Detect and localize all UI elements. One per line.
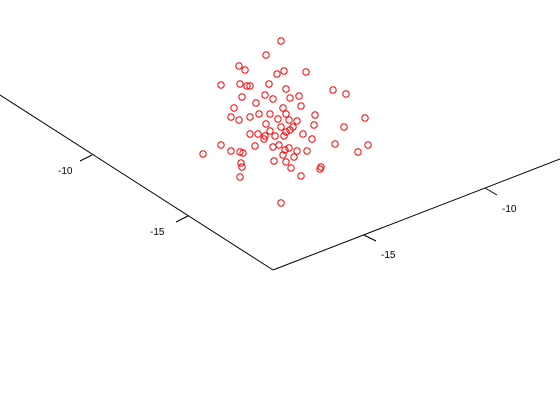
right-axis-tick-label: -10 — [502, 204, 517, 215]
data-point — [275, 141, 283, 149]
data-point — [262, 51, 270, 59]
data-point — [340, 123, 348, 131]
axes: -10 -15 -15 -10 — [0, 94, 560, 271]
data-point — [273, 70, 281, 78]
data-point — [286, 126, 294, 134]
data-point — [361, 114, 369, 122]
data-point — [331, 140, 339, 148]
data-point — [251, 142, 259, 150]
data-point — [241, 66, 249, 74]
data-point — [279, 151, 287, 159]
data-point — [282, 110, 290, 118]
data-point — [285, 116, 293, 124]
data-point — [269, 143, 277, 151]
left-axis-tick — [175, 215, 189, 223]
data-point — [282, 158, 290, 166]
data-point — [311, 111, 319, 119]
data-point — [282, 85, 290, 93]
data-point — [295, 92, 303, 100]
data-point — [281, 146, 289, 154]
data-point — [277, 37, 285, 45]
data-point — [310, 121, 318, 129]
data-point — [297, 102, 305, 110]
data-point — [265, 80, 273, 88]
data-point — [237, 159, 245, 167]
data-point — [246, 82, 254, 90]
data-point — [297, 172, 305, 180]
data-point — [255, 110, 263, 118]
data-point — [217, 141, 225, 149]
data-point — [280, 132, 288, 140]
left-axis-tick-label: -10 — [58, 166, 73, 177]
data-point — [316, 165, 324, 173]
data-point — [236, 80, 244, 88]
right-axis-tick — [363, 234, 377, 242]
data-point — [235, 62, 243, 70]
data-point — [235, 116, 243, 124]
data-point — [261, 132, 269, 140]
data-point — [269, 95, 277, 103]
data-point — [285, 144, 293, 152]
data-point — [277, 199, 285, 207]
data-point — [282, 128, 290, 136]
data-point — [329, 86, 337, 94]
data-point — [274, 115, 282, 123]
data-point — [243, 82, 251, 90]
data-point — [293, 117, 301, 125]
data-point — [254, 130, 262, 138]
data-point — [302, 68, 310, 76]
data-point — [280, 67, 288, 75]
data-point — [199, 150, 207, 158]
data-point — [270, 157, 278, 165]
data-point — [364, 141, 372, 149]
data-point — [260, 135, 268, 143]
data-point — [246, 113, 254, 121]
data-points — [199, 37, 372, 207]
data-point — [238, 163, 246, 171]
data-point — [239, 149, 247, 157]
left-axis-line — [0, 94, 274, 271]
data-point — [238, 93, 246, 101]
data-point — [290, 153, 298, 161]
data-point — [266, 127, 274, 135]
data-point — [236, 148, 244, 156]
right-axis-line — [272, 158, 560, 271]
data-point — [261, 91, 269, 99]
data-point — [293, 147, 301, 155]
data-point — [286, 94, 294, 102]
data-point — [287, 164, 295, 172]
data-point — [354, 148, 362, 156]
data-point — [262, 120, 270, 128]
data-point — [236, 173, 244, 181]
data-point — [227, 147, 235, 155]
data-point — [246, 130, 254, 138]
data-point — [277, 123, 285, 131]
data-point — [230, 104, 238, 112]
data-point — [303, 147, 311, 155]
data-point — [299, 130, 307, 138]
right-axis-tick — [484, 187, 498, 196]
left-axis-tick-label: -15 — [150, 227, 165, 238]
data-point — [252, 99, 260, 107]
data-point — [271, 132, 279, 140]
data-point — [308, 135, 316, 143]
left-axis-tick — [79, 154, 93, 162]
data-point — [227, 113, 235, 121]
right-axis-tick-label: -15 — [381, 250, 396, 261]
data-point — [217, 81, 225, 89]
data-point — [279, 104, 287, 112]
data-point — [342, 90, 350, 98]
data-point — [266, 110, 274, 118]
